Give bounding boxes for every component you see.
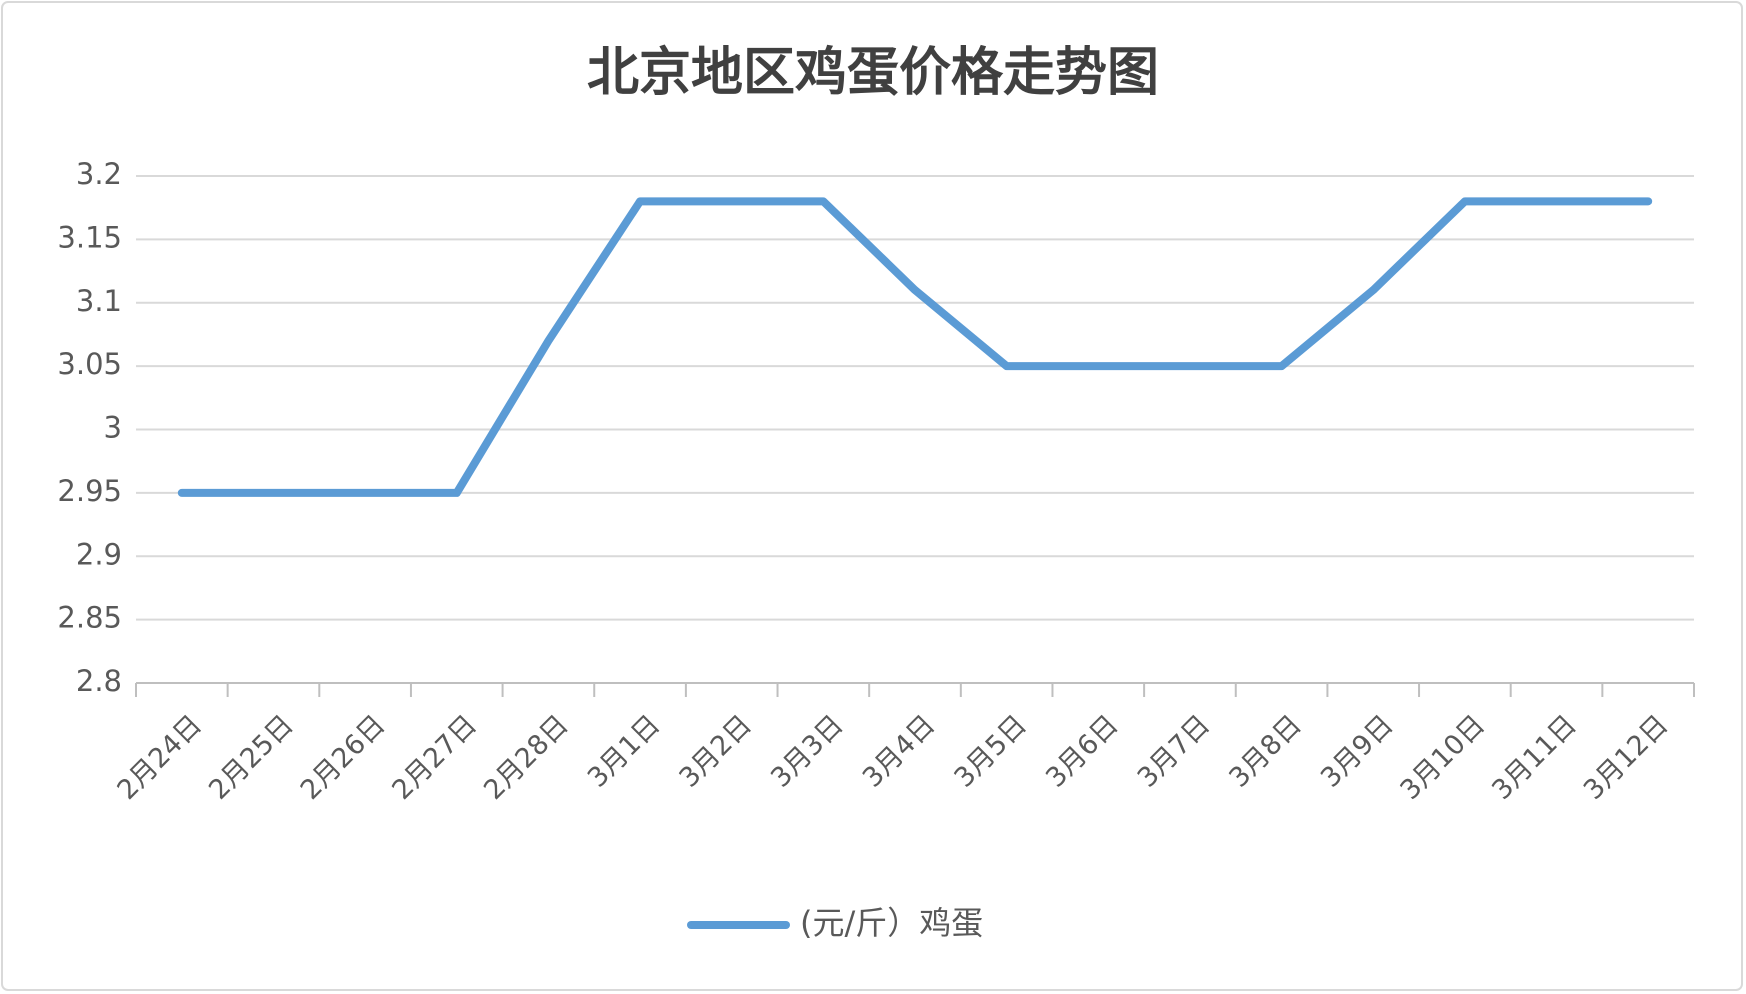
y-tick-label: 3.2 [76, 157, 122, 191]
series-line [177, 197, 1653, 497]
chart-title: 北京地区鸡蛋价格走势图 [587, 43, 1159, 103]
y-tick-label: 2.85 [57, 601, 122, 635]
y-tick-label: 2.9 [76, 537, 122, 571]
y-tick-label: 3.1 [76, 284, 122, 318]
y-tick-label: 3 [104, 411, 122, 445]
y-tick-label: 3.15 [57, 220, 122, 254]
y-tick-label: 3.05 [57, 347, 122, 381]
legend-label: (元/斤）鸡蛋 [800, 904, 983, 942]
y-tick-label: 2.8 [76, 664, 122, 698]
y-tick-label: 2.95 [57, 474, 122, 508]
